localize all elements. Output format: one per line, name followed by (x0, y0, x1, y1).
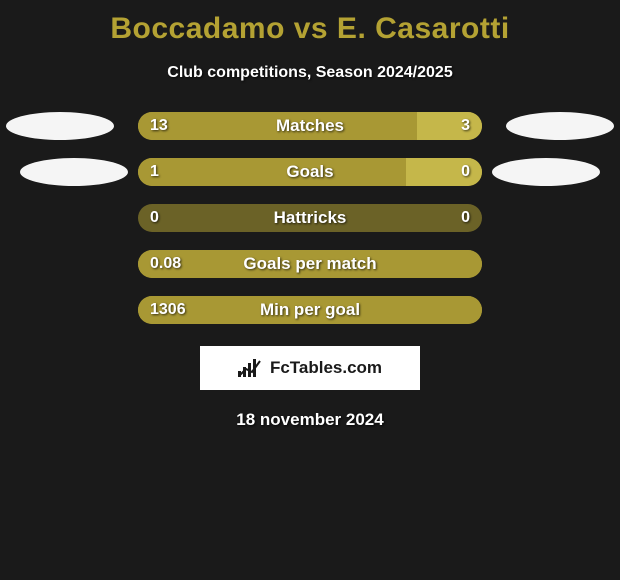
stat-row: 00Hattricks (0, 204, 620, 232)
stat-bar-track: 00Hattricks (138, 204, 482, 232)
date-label: 18 november 2024 (236, 410, 383, 430)
comparison-subtitle: Club competitions, Season 2024/2025 (167, 64, 452, 82)
stat-label: Goals (138, 158, 482, 186)
stats-list: 133Matches 10Goals 00Hattricks 0.08Goals pe… (0, 112, 620, 324)
stat-label: Min per goal (138, 296, 482, 324)
stat-bar-track: 0.08Goals per match (138, 250, 482, 278)
stat-label: Matches (138, 112, 482, 140)
logo-content: FcTables.com (238, 358, 382, 378)
player-oval-left (20, 158, 128, 186)
stat-row: 0.08Goals per match (0, 250, 620, 278)
logo-text: FcTables.com (270, 358, 382, 378)
player-oval-right (492, 158, 600, 186)
stat-bar-track: 1306Min per goal (138, 296, 482, 324)
stat-bar-track: 10Goals (138, 158, 482, 186)
player-oval-right (506, 112, 614, 140)
stat-label: Goals per match (138, 250, 482, 278)
stat-row: 133Matches (0, 112, 620, 140)
stat-bar-track: 133Matches (138, 112, 482, 140)
stat-row: 10Goals (0, 158, 620, 186)
stat-label: Hattricks (138, 204, 482, 232)
player-oval-left (6, 112, 114, 140)
comparison-title: Boccadamo vs E. Casarotti (110, 12, 509, 46)
comparison-card: Boccadamo vs E. Casarotti Club competiti… (0, 0, 620, 430)
stat-row: 1306Min per goal (0, 296, 620, 324)
logo-line-icon (238, 359, 262, 377)
logo-box: FcTables.com (200, 346, 420, 390)
